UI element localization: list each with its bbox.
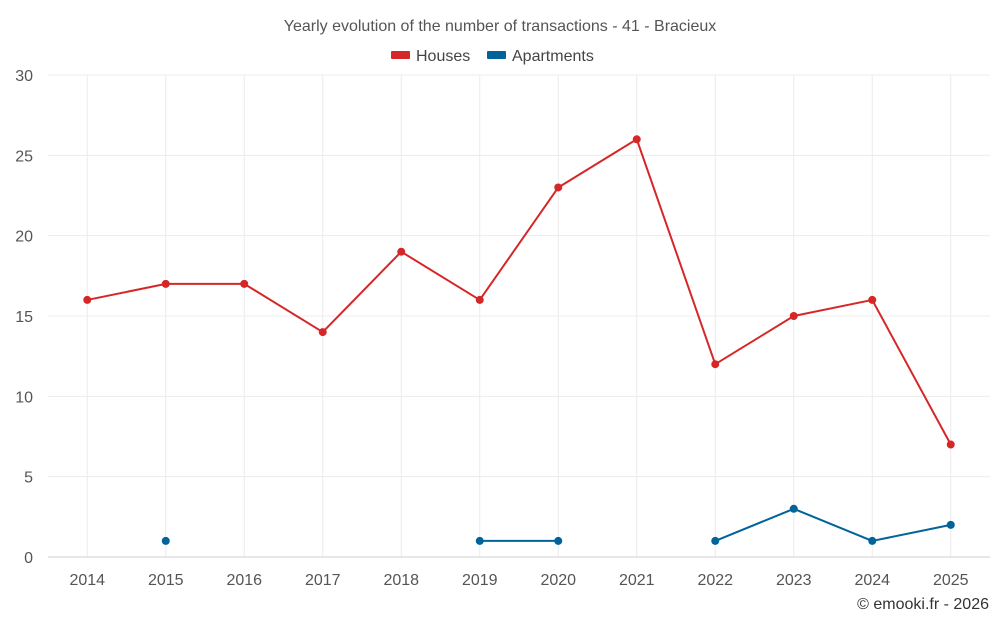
- legend-item-houses[interactable]: Houses: [391, 48, 470, 65]
- data-point-apartments-2023[interactable]: [789, 504, 798, 513]
- y-tick-label: 20: [15, 229, 33, 246]
- x-tick-label: 2022: [697, 572, 733, 589]
- series-line-houses: [87, 138, 952, 446]
- legend-swatch-houses: [391, 51, 410, 59]
- grid: [48, 74, 990, 557]
- y-tick-label: 5: [24, 470, 33, 487]
- legend-label-apartments: Apartments: [512, 48, 594, 65]
- data-point-apartments-2022[interactable]: [711, 536, 720, 545]
- data-point-houses-2016[interactable]: [240, 279, 249, 288]
- series: [83, 135, 955, 545]
- data-point-houses-2021[interactable]: [632, 135, 641, 144]
- data-point-apartments-2019[interactable]: [475, 536, 484, 545]
- data-point-houses-2017[interactable]: [318, 328, 327, 337]
- data-point-apartments-2020[interactable]: [554, 536, 563, 545]
- data-point-apartments-2015[interactable]: [161, 536, 170, 545]
- y-tick-label: 0: [24, 550, 33, 567]
- y-tick-label: 25: [15, 148, 33, 165]
- x-tick-label: 2024: [854, 572, 890, 589]
- x-tick-label: 2019: [462, 572, 498, 589]
- x-tick-label: 2014: [69, 572, 105, 589]
- data-point-houses-2023[interactable]: [789, 312, 798, 320]
- y-tick-label: 10: [15, 389, 33, 406]
- series-apartments: [161, 504, 955, 545]
- legend-label-houses: Houses: [416, 48, 470, 65]
- legend: Houses Apartments: [391, 48, 594, 65]
- x-tick-label: 2020: [540, 572, 576, 589]
- y-tick-label: 15: [15, 309, 33, 326]
- data-point-houses-2015[interactable]: [161, 279, 170, 288]
- legend-item-apartments[interactable]: Apartments: [487, 48, 594, 65]
- x-tick-label: 2021: [619, 572, 655, 589]
- data-point-apartments-2025[interactable]: [946, 520, 955, 529]
- x-axis-ticks: 2014 2015 2016 2017 2018 2019 2020 2021 2022 2023…: [69, 572, 968, 589]
- x-tick-label: 2018: [383, 572, 419, 589]
- data-point-houses-2019[interactable]: [475, 295, 484, 304]
- x-tick-label: 2025: [933, 572, 969, 589]
- data-point-apartments-2024[interactable]: [868, 536, 877, 545]
- data-point-houses-2024[interactable]: [868, 295, 877, 304]
- data-point-houses-2020[interactable]: [554, 183, 563, 192]
- chart-title: Yearly evolution of the number of transa…: [284, 18, 717, 35]
- series-line-apartments: [714, 507, 951, 542]
- y-axis-ticks: 0 5 10 15 20 25 30: [15, 68, 33, 567]
- x-tick-label: 2023: [776, 572, 812, 589]
- credit: © emooki.fr - 2026: [857, 596, 989, 613]
- data-point-houses-2025[interactable]: [946, 440, 955, 449]
- data-point-houses-2018[interactable]: [397, 247, 406, 256]
- legend-swatch-apartments: [487, 51, 506, 59]
- series-houses: [83, 135, 955, 449]
- x-tick-label: 2015: [148, 572, 184, 589]
- x-tick-label: 2016: [226, 572, 262, 589]
- data-point-houses-2022[interactable]: [711, 360, 720, 369]
- x-tick-label: 2017: [305, 572, 341, 589]
- y-tick-label: 30: [15, 68, 33, 85]
- data-point-houses-2014[interactable]: [83, 295, 92, 304]
